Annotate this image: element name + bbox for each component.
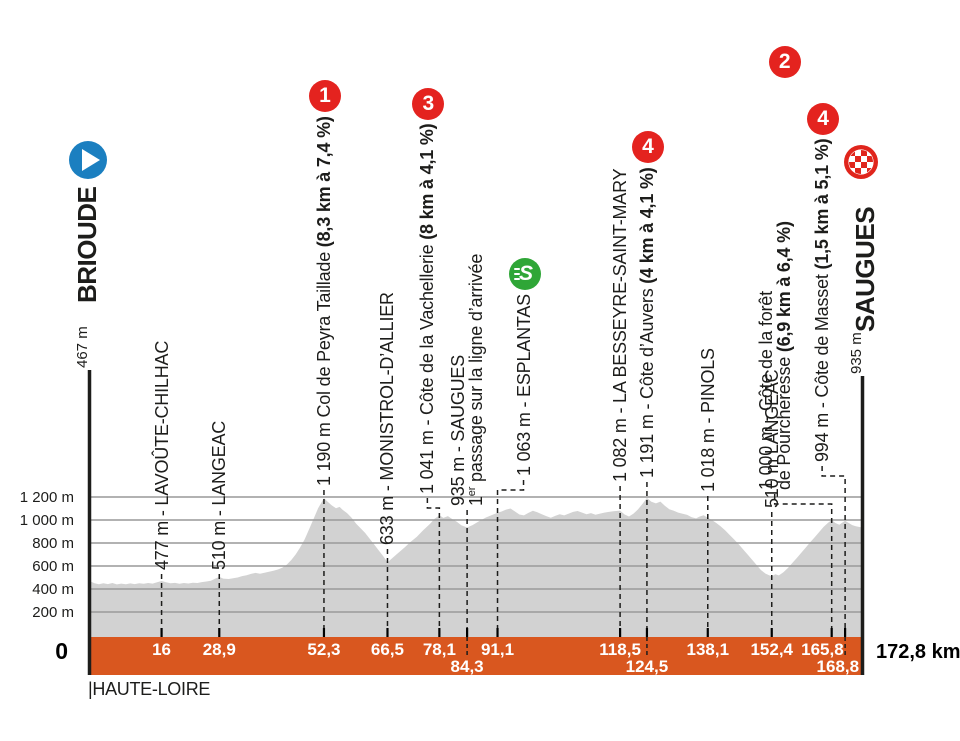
elevation-scale-label: 800 m (32, 535, 74, 552)
region-label: |HAUTE-LOIRE (88, 679, 211, 699)
distance-bar (90, 637, 863, 675)
waypoint-label-line: 1 190 m Col de Peyra Taillade (8,3 km à … (313, 116, 334, 486)
waypoint-label: 1 063 m - ESPLANTAS (513, 294, 534, 476)
waypoint-label-line: 1 018 m - PINOLS (697, 348, 718, 492)
waypoint-label: 477 m - LAVOÛTE-CHILHAC (151, 340, 172, 570)
waypoint-label-line: 1 063 m - ESPLANTAS (513, 294, 534, 476)
distance-label: 28,9 (202, 640, 236, 659)
start-city-label: BRIOUDE (72, 186, 102, 303)
category-badge-4: 4 (631, 131, 664, 163)
waypoint-leader-line (821, 466, 846, 637)
distance-label: 165,8 (801, 640, 844, 659)
elevation-scale-label: 600 m (32, 558, 74, 575)
waypoint-leader-line (426, 498, 441, 637)
waypoint-label-line: 633 m - MONISTROL-D’ALLIER (377, 292, 398, 545)
distance-label: 138,1 (686, 640, 730, 659)
waypoint-label: 1 082 m - LA BESSEYRE-SAINT-MARY (610, 168, 631, 482)
waypoint-label: 510 m - LANGEAC (209, 420, 230, 570)
distance-label: 168,8 (816, 657, 860, 676)
distance-label: 91,1 (480, 640, 515, 659)
waypoint-label-line: de Pourcheresse (6,9 km à 6,4 %) (773, 221, 794, 490)
waypoint-label: 1 041 m - Côte de la Vachellerie (8 km à… (417, 123, 438, 494)
waypoint-label-line: 1 082 m - LA BESSEYRE-SAINT-MARY (610, 168, 631, 482)
start-elevation-label: 467 m (74, 326, 91, 368)
finish-elevation-label: 935 m (848, 332, 865, 374)
finish-city-label: SAUGUES (850, 206, 880, 332)
elevation-scale-label: 1 000 m (19, 512, 74, 529)
distance-label: 152,4 (750, 640, 794, 659)
sprint-badge: S (508, 258, 541, 290)
waypoint-label: 1 191 m - Côte d’Auvers (4 km à 4,1 %) (636, 167, 657, 478)
waypoint-label: 633 m - MONISTROL-D’ALLIER (377, 292, 398, 545)
distance-label: 52,3 (307, 640, 341, 659)
waypoint-label-line: 994 m - Côte de Masset (1,5 km à 5,1 %) (812, 138, 833, 462)
waypoint-label: 1 000 m - Côte de la forêt de Pourcheress… (755, 221, 794, 490)
distance-label: 16 (152, 640, 172, 659)
distance-label: 118,5 (599, 640, 641, 659)
waypoint-label-line: 510 m - LANGEAC (209, 420, 230, 570)
elevation-scale-label: 200 m (32, 604, 74, 621)
waypoint-label-line: 935 m - SAUGUES (448, 354, 469, 506)
category-badge-1: 1 (308, 80, 341, 112)
category-badge-4: 4 (807, 103, 840, 135)
waypoint-label: 994 m - Côte de Masset (1,5 km à 5,1 %) (812, 138, 833, 462)
waypoint-label-line: 1 000 m - Côte de la forêt (755, 291, 776, 490)
elevation-scale-label: 1 200 m (19, 489, 74, 506)
total-distance-label: 172,8 km (876, 641, 960, 663)
distance-origin-label: 0 (55, 638, 68, 664)
elevation-area (90, 498, 863, 637)
waypoint-leader-line (496, 480, 525, 637)
waypoint-label: 1 018 m - PINOLS (697, 348, 718, 492)
category-badge-2: 2 (768, 46, 801, 78)
elevation-scale-label: 400 m (32, 581, 74, 598)
distance-label: 78,1 (422, 640, 456, 659)
distance-label: 84,3 (450, 657, 484, 676)
waypoint-label-line: 1 041 m - Côte de la Vachellerie (8 km à… (417, 123, 438, 494)
waypoint-label-line: 1er passage sur la ligne d’arrivée (466, 253, 487, 506)
category-badge-3: 3 (412, 88, 445, 120)
start-icon (69, 141, 107, 179)
waypoint-label: 1 190 m Col de Peyra Taillade (8,3 km à … (313, 116, 334, 486)
waypoint-label-line: 1 191 m - Côte d’Auvers (4 km à 4,1 %) (636, 167, 657, 478)
waypoint-label-line: 477 m - LAVOÛTE-CHILHAC (151, 340, 172, 570)
distance-label: 124,5 (625, 657, 669, 676)
waypoint-label: 935 m - SAUGUES 1er passage sur la ligne … (448, 253, 487, 506)
finish-flag-icon (844, 145, 878, 179)
distance-label: 66,5 (370, 640, 405, 659)
waypoint-leader-line (773, 494, 833, 637)
